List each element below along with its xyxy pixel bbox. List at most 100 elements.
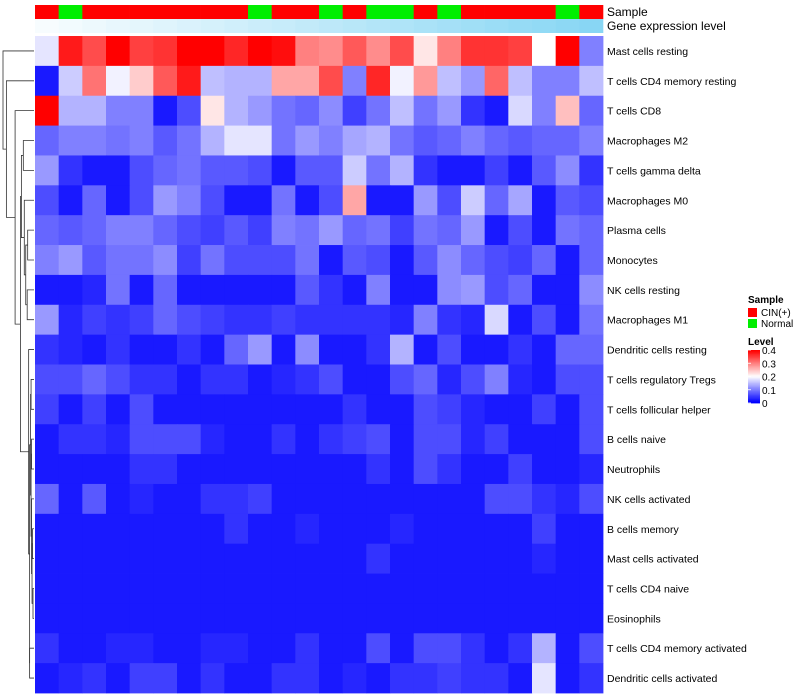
heatmap-cell	[413, 125, 438, 156]
heatmap-cell	[342, 424, 367, 455]
heatmap-cell	[437, 304, 462, 336]
heatmap-cell	[579, 483, 604, 515]
heatmap-cell	[295, 394, 320, 425]
heatmap-cell	[366, 215, 391, 246]
heatmap-cell	[82, 95, 107, 126]
heatmap-cell	[484, 454, 509, 485]
heatmap-cell	[390, 573, 415, 604]
heatmap-cell	[532, 513, 557, 545]
colorbar-segment	[748, 396, 760, 399]
heatmap-cell	[532, 334, 557, 365]
heatmap-cell	[153, 245, 178, 276]
heatmap-cell	[248, 364, 273, 395]
heatmap-cell	[413, 274, 438, 306]
heatmap-cell	[106, 185, 131, 216]
heatmap-cell	[106, 155, 131, 186]
heatmap-cell	[271, 334, 296, 365]
heatmap-cell	[248, 543, 273, 574]
heatmap-cell	[271, 394, 296, 425]
gene-expression-annotation-cell	[58, 19, 83, 33]
heatmap-cell	[366, 454, 391, 485]
heatmap-cell	[413, 334, 438, 365]
heatmap-cell	[413, 424, 438, 455]
heatmap-cell	[484, 155, 509, 186]
heatmap-cell	[106, 125, 131, 156]
heatmap-cell	[224, 663, 249, 694]
heatmap-cell	[390, 364, 415, 395]
dendrogram-branch	[5, 80, 34, 218]
heatmap-cell	[461, 394, 486, 425]
heatmap-cell	[484, 364, 509, 395]
heatmap-cell	[177, 215, 202, 246]
heatmap-cell	[248, 663, 273, 694]
gene-expression-annotation-cell	[177, 19, 201, 33]
heatmap-cell	[390, 65, 415, 97]
heatmap-cell	[129, 424, 154, 455]
heatmap-cell	[366, 394, 391, 425]
heatmap-cell	[129, 215, 154, 246]
heatmap-cell	[555, 334, 580, 365]
heatmap-cell	[508, 543, 533, 574]
heatmap-cell	[319, 424, 344, 455]
heatmap-cell	[342, 36, 367, 67]
heatmap-cell	[295, 334, 320, 365]
heatmap-cell	[224, 364, 249, 395]
heatmap-cell	[224, 424, 249, 455]
heatmap-cell	[437, 483, 462, 515]
heatmap-cell	[200, 36, 225, 67]
sample-annotation-cell	[366, 5, 391, 19]
heatmap-cell	[342, 185, 367, 216]
heatmap-cell	[82, 424, 107, 455]
heatmap-cell	[319, 65, 344, 97]
heatmap-cell	[224, 394, 249, 425]
dendrogram-branch	[32, 588, 34, 619]
heatmap-cell	[224, 483, 249, 515]
heatmap-cell	[35, 483, 60, 515]
heatmap-cell	[532, 633, 557, 664]
heatmap-cell	[390, 454, 415, 485]
heatmap-cell	[366, 65, 391, 97]
colorbar-segment	[748, 380, 760, 383]
sample-annotation-cell	[200, 5, 225, 19]
heatmap-cell	[366, 95, 391, 126]
heatmap-cell	[366, 245, 391, 276]
heatmap-cell	[271, 155, 296, 186]
legend-sample-swatch-normal	[748, 319, 757, 328]
heatmap-cell	[271, 513, 296, 545]
dendrogram-branch	[28, 349, 34, 555]
heatmap-cell	[129, 36, 154, 67]
heatmap-cell	[319, 155, 344, 186]
heatmap-cell	[106, 543, 131, 574]
heatmap-cell	[200, 603, 225, 634]
row-label: Dendritic cells activated	[607, 673, 717, 685]
heatmap-cell	[437, 364, 462, 395]
heatmap-cell	[555, 155, 580, 186]
heatmap-cell	[555, 36, 580, 67]
heatmap-cell	[484, 95, 509, 126]
heatmap-cell	[319, 573, 344, 604]
heatmap-cell	[295, 185, 320, 216]
heatmap-cell	[319, 36, 344, 67]
heatmap-cell	[413, 603, 438, 634]
heatmap-cells	[35, 36, 604, 694]
heatmap-cell	[319, 633, 344, 664]
heatmap-cell	[342, 65, 367, 97]
heatmap-cell	[153, 513, 178, 545]
sample-annotation-cell	[579, 5, 604, 19]
heatmap-cell	[579, 603, 604, 634]
heatmap-cell	[532, 185, 557, 216]
heatmap-cell	[342, 215, 367, 246]
heatmap-cell	[366, 663, 391, 694]
heatmap-cell	[224, 573, 249, 604]
heatmap-cell	[342, 663, 367, 694]
heatmap-cell	[319, 603, 344, 634]
heatmap-cell	[248, 215, 273, 246]
heatmap-cell	[35, 274, 60, 306]
heatmap-cell	[532, 155, 557, 186]
heatmap-cell	[366, 483, 391, 515]
heatmap-cell	[484, 215, 509, 246]
heatmap-cell	[295, 454, 320, 485]
colorbar-segment	[748, 355, 760, 358]
heatmap-cell	[437, 185, 462, 216]
heatmap-cell	[484, 245, 509, 276]
